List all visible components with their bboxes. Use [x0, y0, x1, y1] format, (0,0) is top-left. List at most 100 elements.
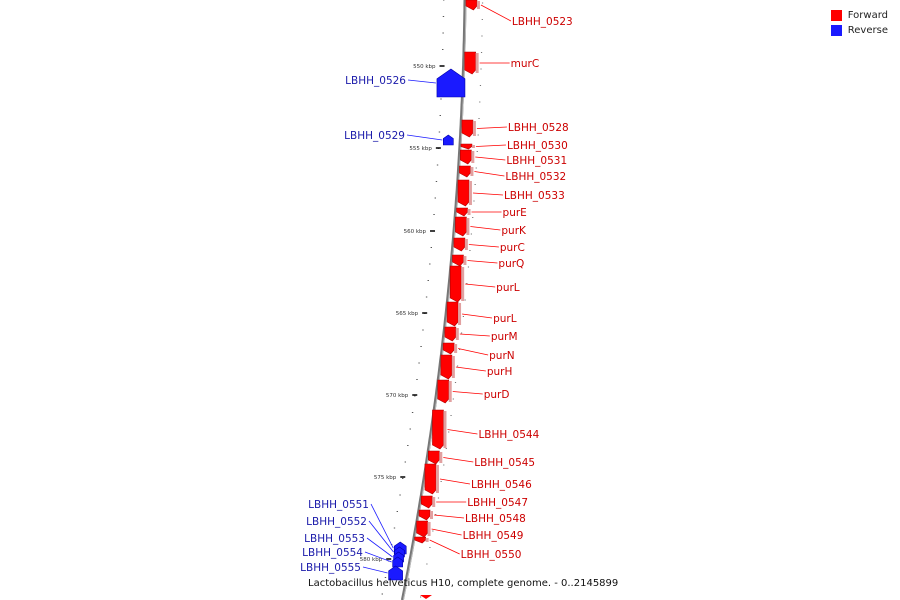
forward-gene [457, 179, 470, 207]
label-leader [364, 551, 392, 563]
reverse-gene-label: LBHH_0554 [302, 547, 363, 559]
forward-gene-label: murC [511, 58, 540, 70]
forward-swatch [830, 10, 842, 21]
forward-gene [428, 450, 440, 465]
forward-gene-label: LBHH_0523 [512, 16, 573, 28]
gene-shadow [476, 1, 480, 9]
reverse-gene [436, 68, 466, 98]
backbone-line [400, 0, 467, 600]
legend-label-forward: Forward [847, 10, 888, 21]
label-leader [465, 283, 496, 288]
forward-gene [418, 509, 431, 521]
reverse-swatch [830, 25, 842, 36]
forward-gene-label: purL [493, 313, 517, 325]
reverse-gene-label: LBHH_0551 [308, 499, 369, 511]
gene-shadow [463, 256, 467, 265]
gene-shadow [461, 267, 465, 301]
tick-label: 560 kbp [404, 229, 427, 235]
gene-shadow [432, 497, 436, 507]
forward-gene-label: purL [496, 282, 520, 294]
forward-gene-label: LBHH_0528 [508, 122, 569, 134]
gene-shadow [448, 381, 452, 402]
forward-gene-label: LBHH_0548 [465, 513, 526, 525]
forward-gene-label: LBHH_0544 [478, 429, 539, 441]
gene-shadow [443, 411, 447, 448]
forward-gene [432, 409, 444, 450]
gene-shadow [458, 303, 462, 325]
forward-gene-label: LBHH_0531 [506, 155, 567, 167]
tick-label: 570 kbp [386, 393, 409, 399]
legend-item-forward: Forward [830, 8, 888, 23]
forward-gene [444, 326, 457, 342]
tick-label: 580 kbp [360, 557, 383, 563]
gene-shadow [430, 511, 434, 519]
label-leader [362, 566, 388, 574]
forward-gene-label: LBHH_0547 [467, 497, 528, 509]
forward-gene-partial [420, 595, 432, 599]
reverse-gene-label: LBHH_0552 [306, 516, 367, 528]
label-leader [459, 333, 490, 337]
forward-gene [452, 254, 464, 267]
forward-gene [455, 216, 467, 237]
forward-gene-label: LBHH_0532 [505, 171, 566, 183]
forward-gene [442, 342, 455, 355]
forward-gene-label: purQ [498, 258, 524, 270]
label-leader [455, 366, 486, 372]
label-leader [407, 79, 436, 84]
forward-gene-label: LBHH_0549 [463, 530, 524, 542]
gene-shadow [466, 218, 470, 235]
label-leader [462, 313, 493, 319]
legend-label-reverse: Reverse [847, 25, 888, 36]
label-leader [452, 391, 483, 395]
reverse-gene [392, 556, 403, 568]
forward-gene [461, 119, 474, 138]
forward-gene [414, 536, 426, 544]
forward-gene-label: purD [484, 389, 510, 401]
tick-label: 565 kbp [396, 311, 419, 317]
forward-gene-label: purH [487, 366, 513, 378]
gene-shadow [454, 344, 458, 353]
gene-shadow [435, 465, 439, 493]
forward-gene [440, 354, 453, 380]
label-leader [429, 539, 460, 555]
forward-gene [465, 0, 478, 11]
gene-shadow [464, 239, 468, 250]
tick-label: 555 kbp [409, 146, 432, 152]
forward-gene-label: LBHH_0546 [471, 479, 532, 491]
legend: Forward Reverse [830, 8, 888, 38]
label-leader [443, 457, 474, 463]
gene-shadow [471, 151, 475, 163]
forward-gene [460, 149, 472, 165]
gene-shadow [472, 121, 476, 136]
gene-shadow [425, 538, 429, 542]
forward-gene-label: purN [489, 350, 515, 362]
label-leader [474, 171, 505, 177]
label-leader [476, 126, 507, 129]
reverse-gene-label: LBHH_0555 [300, 562, 361, 574]
forward-gene-label: purM [491, 331, 518, 343]
forward-gene [420, 495, 433, 509]
forward-gene [459, 165, 471, 178]
forward-gene-label: purC [500, 242, 525, 254]
gene-shadow [475, 53, 479, 73]
reverse-gene-label: LBHH_0526 [345, 75, 406, 87]
label-leader [458, 348, 489, 356]
label-leader [368, 520, 394, 553]
forward-gene-label: LBHH_0545 [474, 457, 535, 469]
label-leader [468, 244, 499, 248]
label-leader [370, 503, 394, 549]
forward-gene [453, 237, 466, 252]
label-leader [475, 144, 506, 147]
gene-shadow [439, 452, 443, 463]
label-leader [447, 429, 478, 435]
reverse-gene-label: LBHH_0553 [304, 533, 365, 545]
gene-shadow [470, 167, 474, 176]
gene-shadow [451, 356, 455, 378]
forward-gene [464, 51, 476, 75]
label-leader [472, 192, 503, 196]
legend-item-reverse: Reverse [830, 23, 888, 38]
label-leader [475, 156, 506, 161]
gene-shadow [467, 209, 471, 215]
gene-shadow [468, 181, 472, 205]
label-leader [431, 528, 462, 536]
